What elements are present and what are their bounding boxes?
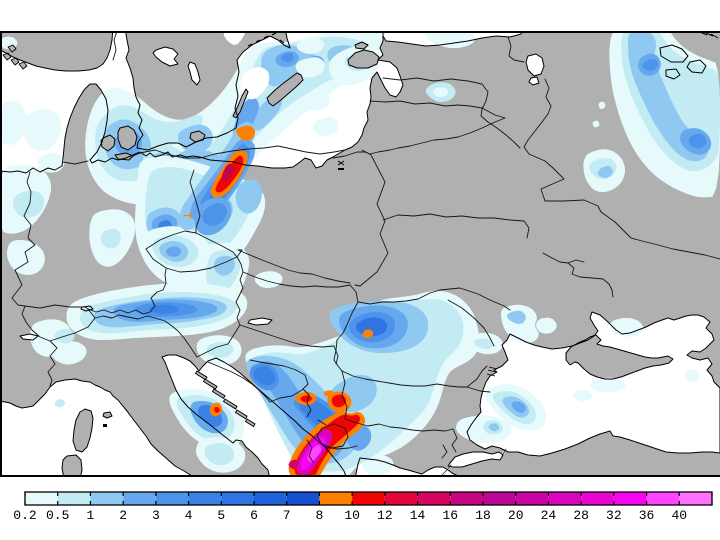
svg-text:10: 10 [344, 508, 360, 523]
svg-text:28: 28 [573, 508, 589, 523]
svg-text:12: 12 [377, 508, 393, 523]
svg-text:16: 16 [442, 508, 458, 523]
svg-text:32: 32 [606, 508, 622, 523]
svg-text:36: 36 [639, 508, 655, 523]
svg-text:2: 2 [119, 508, 127, 523]
svg-text:7: 7 [283, 508, 291, 523]
svg-text:6: 6 [250, 508, 258, 523]
svg-text:18: 18 [475, 508, 491, 523]
svg-text:0.5: 0.5 [46, 508, 69, 523]
svg-text:4: 4 [185, 508, 193, 523]
svg-text:0.2: 0.2 [13, 508, 36, 523]
svg-text:40: 40 [671, 508, 687, 523]
svg-text:1: 1 [87, 508, 95, 523]
svg-text:20: 20 [508, 508, 524, 523]
svg-text:14: 14 [410, 508, 426, 523]
svg-text:5: 5 [217, 508, 225, 523]
svg-text:8: 8 [316, 508, 324, 523]
svg-text:3: 3 [152, 508, 160, 523]
svg-text:24: 24 [541, 508, 557, 523]
